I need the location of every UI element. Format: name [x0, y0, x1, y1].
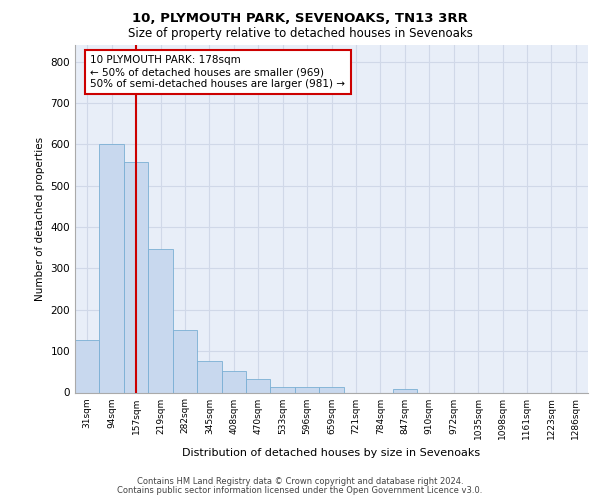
Bar [75, 340, 100, 392]
Bar [148, 248, 173, 392]
X-axis label: Distribution of detached houses by size in Sevenoaks: Distribution of detached houses by size … [182, 448, 481, 458]
Bar [100, 144, 124, 392]
Y-axis label: Number of detached properties: Number of detached properties [35, 136, 45, 301]
Bar [295, 387, 319, 392]
Text: Size of property relative to detached houses in Sevenoaks: Size of property relative to detached ho… [128, 28, 472, 40]
Bar [197, 362, 221, 392]
Text: 10, PLYMOUTH PARK, SEVENOAKS, TN13 3RR: 10, PLYMOUTH PARK, SEVENOAKS, TN13 3RR [132, 12, 468, 26]
Bar [124, 162, 148, 392]
Bar [173, 330, 197, 392]
Bar [319, 387, 344, 392]
Text: 10 PLYMOUTH PARK: 178sqm
← 50% of detached houses are smaller (969)
50% of semi-: 10 PLYMOUTH PARK: 178sqm ← 50% of detach… [91, 56, 346, 88]
Bar [221, 371, 246, 392]
Bar [246, 379, 271, 392]
Bar [392, 389, 417, 392]
Bar [271, 386, 295, 392]
Text: Contains HM Land Registry data © Crown copyright and database right 2024.: Contains HM Land Registry data © Crown c… [137, 477, 463, 486]
Text: Contains public sector information licensed under the Open Government Licence v3: Contains public sector information licen… [118, 486, 482, 495]
